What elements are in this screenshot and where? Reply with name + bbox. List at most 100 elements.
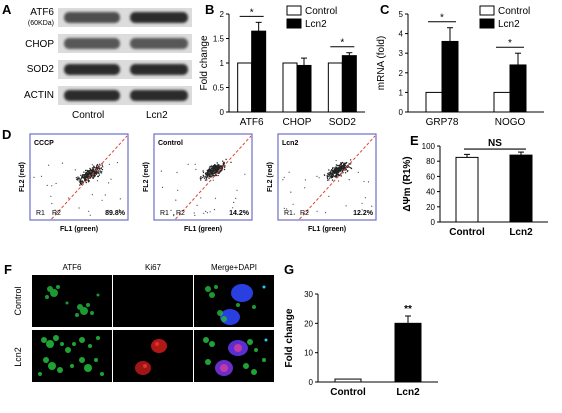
flow-dot [292,203,294,205]
panel-label-g: G [284,262,295,277]
flow-dot [205,172,207,174]
flow-plot-frame [153,133,253,221]
y-tick-label: 20 [304,319,313,328]
flow-dot [91,174,93,177]
flow-dot [316,210,318,212]
significance-mark: * [440,13,444,24]
flow-dot [81,175,83,178]
bar [251,30,267,113]
flow-dot [342,167,344,170]
flow-dot [214,169,217,171]
flow-dot [78,207,80,209]
flow-dot [108,163,110,165]
micrograph-control-merge [194,275,274,327]
flow-plot-frame [29,133,129,221]
flow-dot [208,175,211,178]
x-tick-label: Control [330,387,366,398]
flow-dot [216,168,219,170]
flow-dot [337,173,339,175]
flow-dot [100,172,103,174]
flow-dot [176,171,178,174]
panel-label-b: B [205,2,215,17]
flow-dot [361,209,363,211]
y-tick-label: 40 [426,188,435,197]
flow-dot [94,167,96,169]
flow-dot [334,170,337,172]
flow-dot [89,167,91,170]
flow-dot [97,170,100,172]
blot-band-row [58,86,192,105]
flow-dot [205,177,208,179]
flow-dot [210,173,213,175]
x-tick-label: SOD2 [329,117,357,128]
flow-dot [331,176,334,179]
flow-dot [80,174,82,176]
flow-dot [187,163,189,165]
flow-dot [211,174,214,176]
flow-y-label: FL2 (red) [143,162,150,192]
x-tick-label: Lcn2 [509,227,533,238]
flow-dot [221,169,223,171]
y-axis-label: Fold change [284,308,295,367]
flow-dot [339,164,341,166]
flow-gate-r1: R1 [284,210,293,217]
flow-dot [347,170,349,172]
flow-dot [330,174,333,177]
flow-dot [340,175,342,177]
flow-dot [328,175,330,177]
flow-gate-r1: R1 [36,210,45,217]
significance-mark: * [340,38,344,49]
flow-dot [337,169,339,171]
flow-dot [223,163,225,165]
flow-dot [107,209,109,211]
flow-x-label: FL1 (green) [308,226,346,233]
flow-dot [342,165,344,167]
flow-dot [333,169,336,171]
flow-dot [331,179,334,181]
flow-dot [85,176,88,179]
microscopy-row-label: Lcn2 [13,347,23,367]
flow-dot [77,176,79,178]
flow-dot [282,179,284,181]
flow-dot [216,162,218,164]
flow-dot [327,174,330,176]
flow-dot [102,166,104,168]
flow-dot [225,158,227,161]
y-tick-label: 10 [304,349,313,358]
flow-dot [207,174,209,176]
y-tick-label: 0 [431,218,436,227]
x-tick-label: ATF6 [240,117,264,128]
flow-dot [100,167,102,170]
blot-band-row [58,60,192,79]
flow-dot [214,166,216,169]
flow-dot [206,212,208,214]
flow-dot [337,174,339,176]
flow-dot [216,166,218,168]
flow-dot [344,172,347,174]
flow-dot [290,191,292,193]
flow-dot [332,167,334,169]
flow-dot [196,204,198,206]
flow-dot [326,179,329,181]
legend-label-lcn2: Lcn2 [498,19,520,30]
flow-dot [95,166,98,169]
flow-dot [328,169,330,171]
flow-dot [341,168,343,170]
flow-dot [330,170,332,172]
flow-dot [83,171,85,173]
flow-dot [326,175,328,177]
flow-dot [361,202,363,204]
flow-dot [343,165,345,167]
flow-dot [116,162,118,164]
flow-dot [326,173,329,175]
flow-dot [283,176,285,178]
flow-dot [329,171,332,173]
flow-gate-line [175,135,252,220]
legend-swatch-lcn2 [479,18,495,29]
y-tick-label: 80 [426,157,435,166]
blot-lane-label: Lcn2 [146,110,168,121]
y-tick-label: 20 [426,203,435,212]
flow-plot-percent: 12.2% [353,210,374,217]
flow-dot [97,171,99,174]
flow-dot [54,209,56,211]
